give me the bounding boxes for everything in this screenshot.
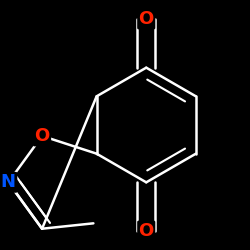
Text: O: O [138,222,154,240]
Text: O: O [34,127,50,145]
Text: O: O [138,10,154,28]
Text: N: N [1,173,16,191]
